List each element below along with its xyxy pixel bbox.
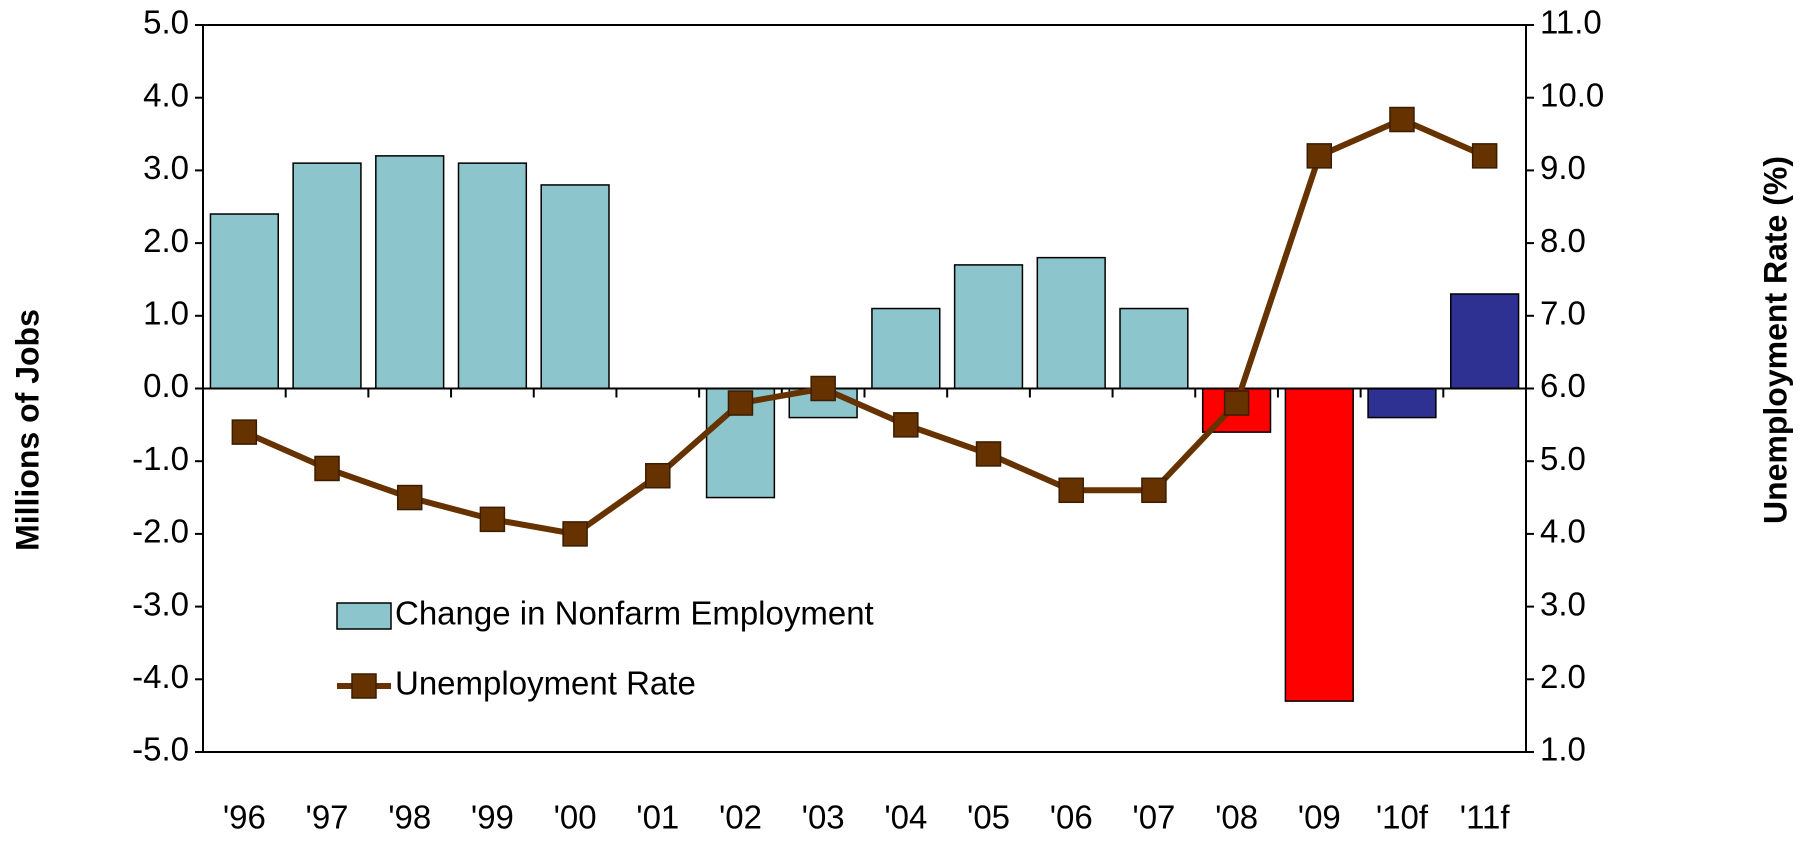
y2-tick-label: 9.0	[1540, 149, 1586, 186]
x-tick-label: '00	[554, 799, 597, 836]
marker	[1058, 477, 1084, 504]
marker	[975, 441, 1002, 467]
bar	[540, 184, 610, 390]
marker	[231, 419, 258, 445]
marker	[727, 390, 754, 416]
y-tick-label: 2.0	[143, 222, 189, 259]
x-tick-label: '08	[1215, 799, 1258, 836]
bar	[953, 264, 1024, 390]
y-tick-label: 4.0	[143, 76, 189, 113]
x-tick-label: '10f	[1376, 799, 1429, 836]
x-tick-label: '97	[306, 799, 349, 836]
marker	[1471, 143, 1498, 169]
marker	[314, 455, 340, 482]
bar	[1284, 387, 1354, 702]
y-tick-label: -3.0	[132, 585, 189, 622]
y-tick-label: -2.0	[132, 513, 189, 550]
y2-tick-label: 11.0	[1540, 4, 1602, 41]
y2-tick-label: 7.0	[1540, 295, 1586, 332]
marker	[645, 462, 671, 489]
marker	[1141, 477, 1167, 504]
x-tick-label: '06	[1050, 799, 1093, 836]
y-tick-label: -1.0	[132, 440, 189, 477]
bar	[375, 155, 445, 390]
y-tick-label: -4.0	[132, 658, 189, 695]
bar	[1119, 307, 1189, 390]
y2-tick-label: 1.0	[1540, 731, 1586, 768]
y-tick-label: 0.0	[143, 367, 189, 404]
bar	[209, 213, 279, 390]
marker	[479, 506, 506, 533]
legend-marker	[351, 673, 377, 699]
y2-tick-label: 4.0	[1540, 513, 1586, 550]
x-tick-label: '04	[884, 799, 927, 836]
bar	[292, 162, 362, 390]
x-tick-label: '99	[471, 799, 514, 836]
y2-axis-label: Unemployment Rate (%)	[1757, 156, 1793, 524]
x-tick-label: '05	[967, 799, 1010, 836]
y2-tick-label: 8.0	[1540, 222, 1586, 259]
legend-swatch	[336, 602, 392, 630]
y-axis-label: Millions of Jobs	[9, 309, 45, 551]
x-tick-label: '01	[636, 799, 679, 836]
x-tick-label: '07	[1132, 799, 1175, 836]
y2-tick-label: 10.0	[1540, 76, 1604, 113]
y2-tick-label: 2.0	[1540, 658, 1586, 695]
line	[243, 116, 1486, 538]
marker	[810, 375, 836, 402]
bar	[1036, 256, 1106, 390]
bar	[871, 307, 941, 390]
y-tick-label: 1.0	[143, 295, 189, 332]
x-tick-label: '96	[223, 799, 266, 836]
marker	[893, 412, 919, 438]
bar	[457, 162, 528, 390]
marker	[1389, 106, 1415, 133]
y-tick-label: -5.0	[132, 731, 189, 768]
bar	[1450, 293, 1520, 390]
marker	[1223, 390, 1250, 416]
y-tick-label: 3.0	[143, 149, 189, 186]
x-tick-label: '03	[802, 799, 845, 836]
y-tick-label: 5.0	[143, 4, 189, 41]
y2-tick-label: 6.0	[1540, 367, 1586, 404]
y2-tick-label: 3.0	[1540, 585, 1586, 622]
marker	[396, 484, 423, 511]
bar	[1367, 387, 1437, 419]
marker	[562, 521, 588, 547]
x-tick-label: '98	[388, 799, 431, 836]
marker	[1306, 143, 1333, 169]
x-tick-label: '11f	[1460, 799, 1511, 836]
legend-label: Change in Nonfarm Employment	[395, 595, 874, 632]
legend-label: Unemployment Rate	[395, 665, 696, 702]
x-tick-label: '09	[1298, 799, 1341, 836]
x-tick-label: '02	[719, 799, 762, 836]
y2-tick-label: 5.0	[1540, 440, 1586, 477]
